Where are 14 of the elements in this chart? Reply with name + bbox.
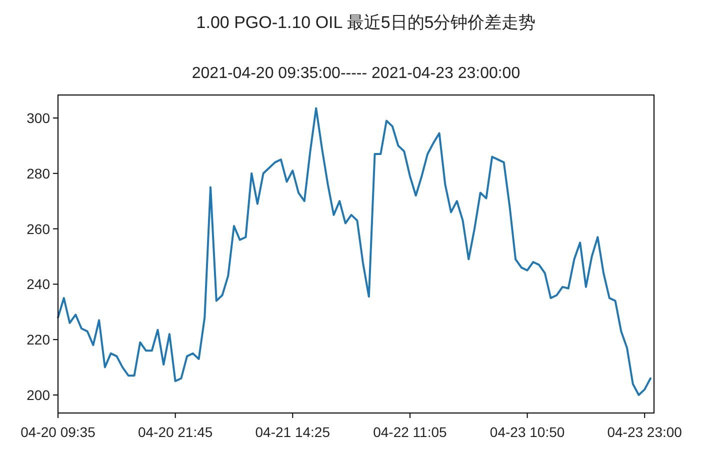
chart-subtitle: 2021-04-20 09:35:00----- 2021-04-23 23:00:00 <box>192 65 520 82</box>
y-tick-label: 260 <box>26 220 50 237</box>
y-tick-label: 280 <box>26 165 50 182</box>
y-tick-label: 220 <box>26 332 50 348</box>
x-tick-label: 04-20 09:35 <box>20 424 96 440</box>
y-tick-label: 300 <box>26 110 50 126</box>
x-tick-label: 04-23 10:50 <box>490 424 565 440</box>
chart-title: 1.00 PGO-1.10 OIL 最近5日的5分钟价差走势 <box>196 13 536 32</box>
y-tick-label: 200 <box>26 386 50 403</box>
x-tick-label: 04-21 14:25 <box>255 424 330 440</box>
x-tick-label: 04-22 11:05 <box>373 424 448 440</box>
x-tick-label: 04-23 23:00 <box>607 424 682 440</box>
x-tick-label: 04-20 21:45 <box>138 424 213 440</box>
y-tick-label: 240 <box>26 276 50 292</box>
